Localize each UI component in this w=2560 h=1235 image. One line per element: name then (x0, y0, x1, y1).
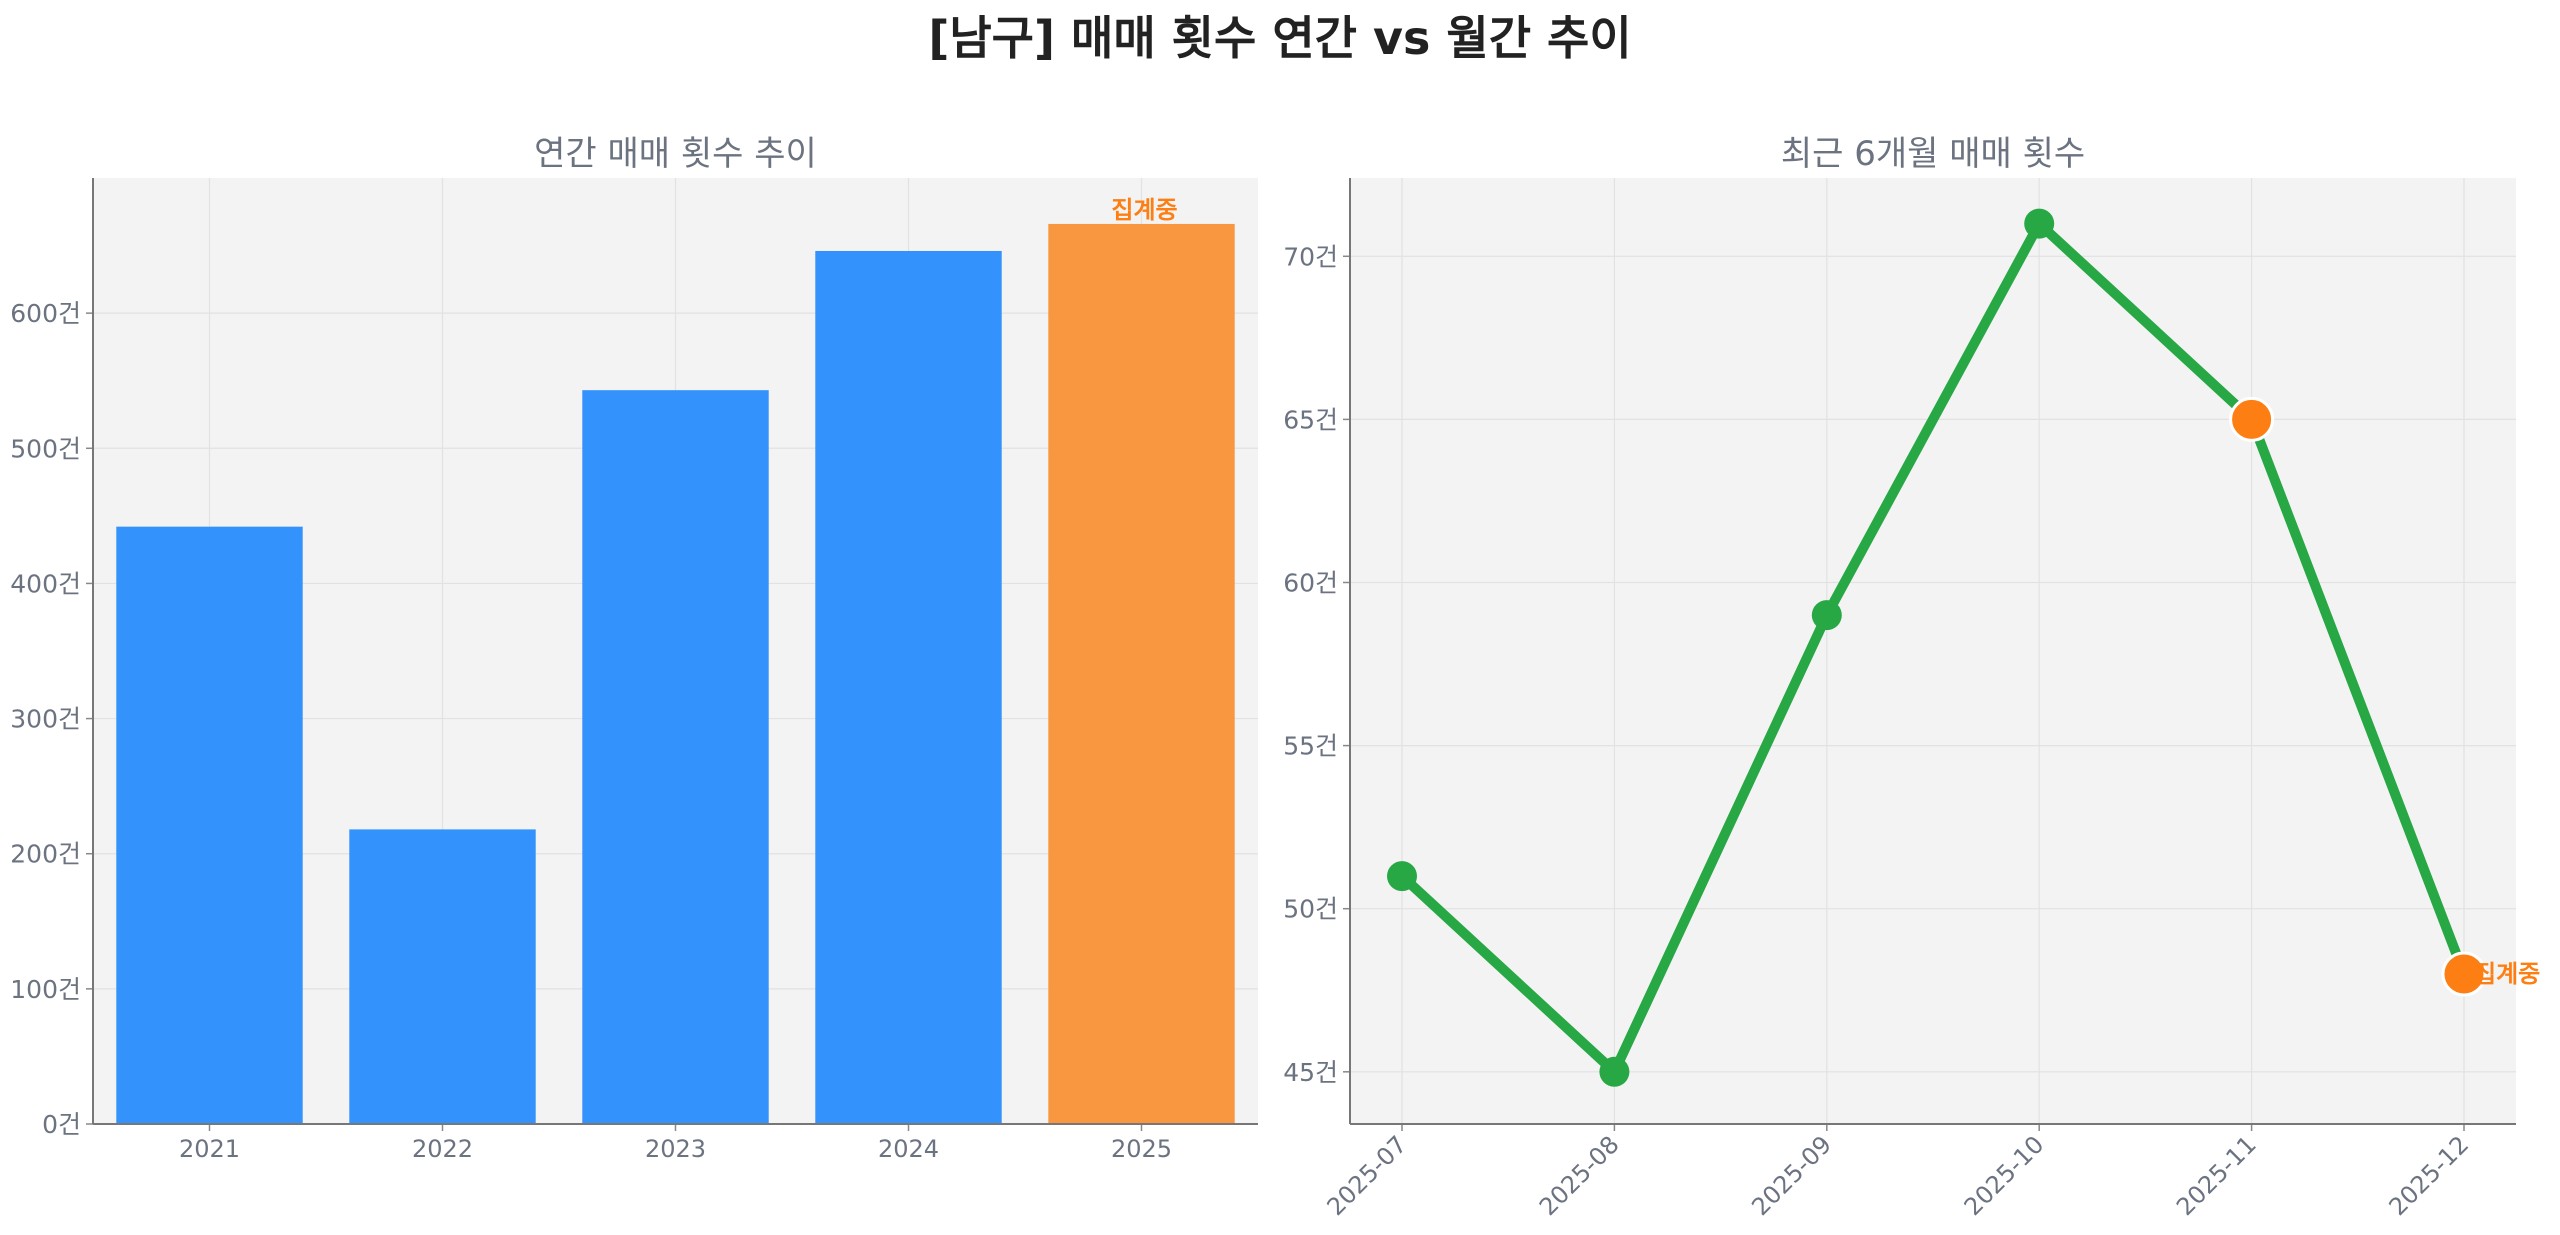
line-ytick-label: 45건 (1283, 1058, 1338, 1087)
line-xtick-label: 2025-08 (1534, 1130, 1625, 1221)
bar-xtick-label: 2024 (878, 1135, 939, 1163)
line-point-highlight-2025-11 (2229, 396, 2275, 442)
line-xtick-label: 2025-12 (2384, 1130, 2475, 1221)
bar-xtick-label: 2025 (1111, 1135, 1172, 1163)
line-point-2025-07 (1387, 861, 1417, 892)
bar-xtick-label: 2022 (412, 1135, 473, 1163)
line-point-highlight-2025-12 (2441, 951, 2487, 997)
bar-2025 (1048, 223, 1235, 1124)
line-point-2025-08 (1599, 1056, 1630, 1087)
bar-chart-title: 연간 매매 횟수 추이 (534, 134, 817, 174)
bar-2024 (815, 250, 1002, 1124)
bar-ytick-label: 0건 (42, 1110, 81, 1139)
bar-ytick-label: 300건 (10, 705, 81, 734)
line-ytick-label: 60건 (1283, 568, 1338, 597)
line-point-2025-09 (1811, 600, 1842, 631)
bar-xtick-label: 2021 (179, 1135, 240, 1163)
line-ytick-label: 50건 (1283, 895, 1338, 924)
line-xtick-label: 2025-11 (2171, 1130, 2262, 1221)
main-title: [남구] 매매 횟수 연간 vs 월간 추이 (928, 11, 1632, 65)
bar-annotation: 집계중 (1111, 196, 1177, 224)
line-xtick-label: 2025-09 (1746, 1130, 1837, 1221)
bar-2021 (116, 526, 303, 1124)
bar-marks: 집계중 (116, 196, 1235, 1124)
bar-ytick-label: 100건 (10, 975, 81, 1004)
bar-2022 (349, 829, 536, 1124)
line-xtick-label: 2025-10 (1959, 1130, 2050, 1221)
bar-xtick-label: 2023 (645, 1135, 706, 1163)
line-ytick-label: 55건 (1283, 732, 1338, 761)
bar-ytick-label: 500건 (10, 434, 81, 463)
line-xtick-label: 2025-07 (1322, 1130, 1413, 1221)
line-ytick-label: 65건 (1283, 405, 1338, 434)
line-series (1397, 218, 2469, 1077)
bar-ytick-label: 600건 (10, 299, 81, 328)
line-annotation: 집계중 (2474, 960, 2540, 988)
line-point-2025-10 (2024, 208, 2055, 239)
bar-axes: 0건 100건 200건 300건 400건 500건 600건 2021 2022 2023 20… (10, 178, 1258, 1163)
line-ytick-label: 70건 (1283, 242, 1338, 271)
line-chart-title: 최근 6개월 매매 횟수 (1781, 134, 2085, 174)
bar-ytick-label: 200건 (10, 840, 81, 869)
bar-ytick-label: 400건 (10, 569, 81, 598)
line-plot-background (1350, 178, 2516, 1124)
line-marks: 집계중 (1387, 208, 2540, 1087)
bar-2023 (582, 390, 769, 1124)
